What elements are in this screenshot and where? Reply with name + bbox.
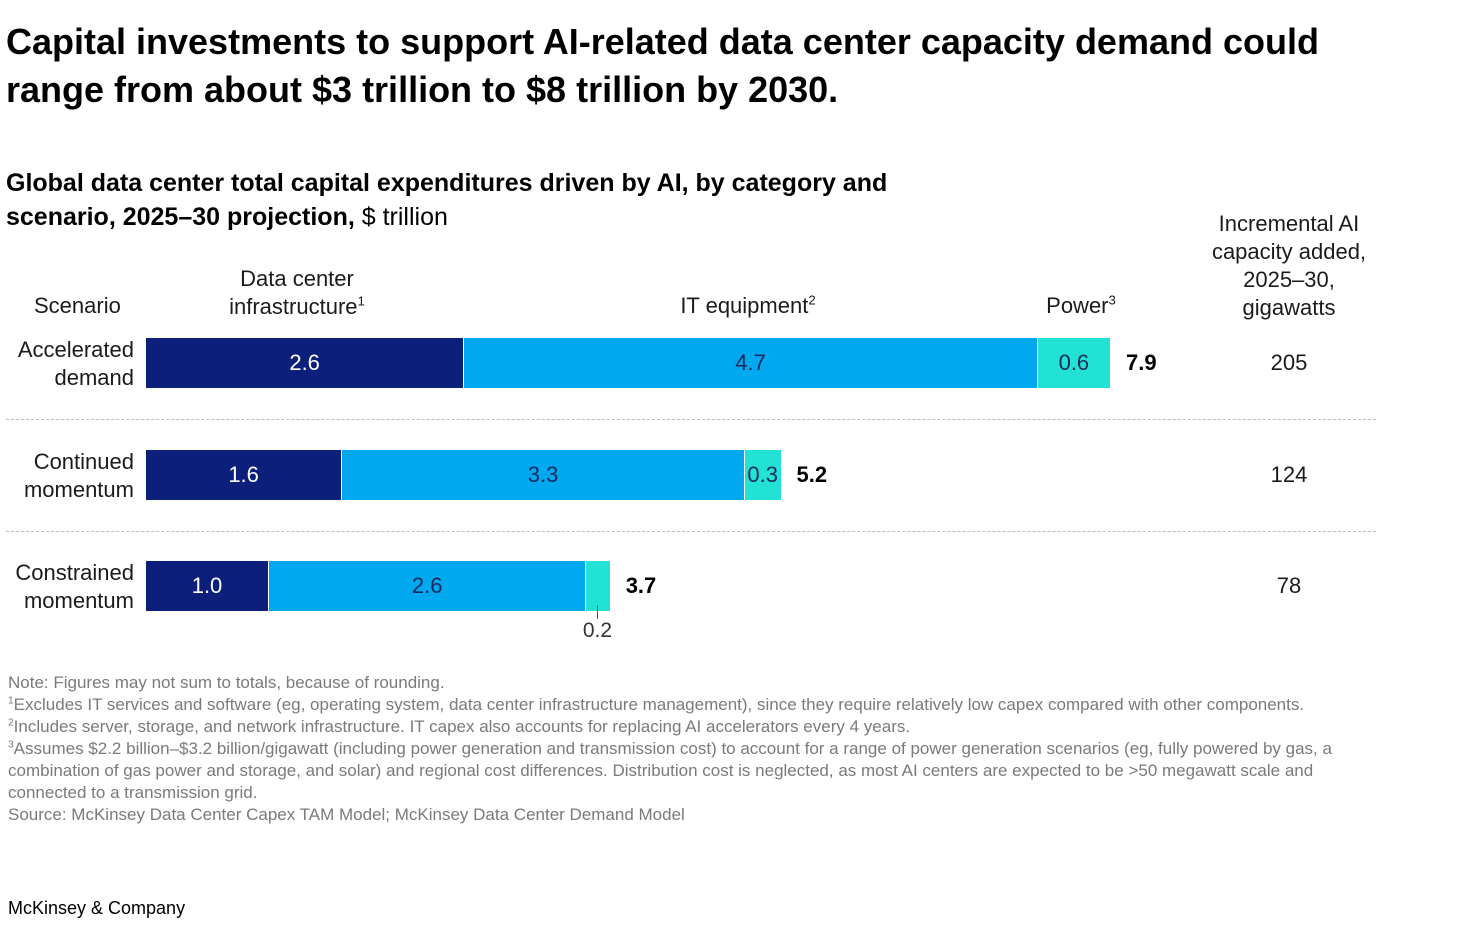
row-label-constrained: Constrained momentum	[15, 560, 134, 613]
footnote-2-marker: 2	[8, 717, 14, 729]
bar-it-equipment-continued: 3.3	[341, 450, 744, 500]
total-label-constrained: 3.7	[625, 573, 657, 598]
chart-title-main: Global data center total capital expendi…	[6, 169, 888, 231]
chart-title-unit: $ trillion	[354, 203, 448, 231]
bar-it-equipment-accelerated: 4.7	[463, 338, 1037, 388]
source-note: Source: McKinsey Data Center Capex TAM M…	[8, 805, 685, 824]
bar-infrastructure-accelerated: 2.6	[146, 338, 464, 388]
capacity-value-accelerated: 205	[1270, 350, 1308, 375]
callout-line	[597, 605, 599, 619]
chart-title: Global data center total capital expendi…	[6, 166, 906, 234]
note-rounding: Note: Figures may not sum to totals, bec…	[8, 673, 445, 692]
footnote-2: 2Includes server, storage, and network i…	[8, 716, 1368, 738]
data-label: 0.3	[747, 462, 779, 487]
row-label-continued: Continued momentum	[23, 449, 134, 502]
data-label: 4.7	[735, 350, 766, 375]
bar-infrastructure-constrained: 1.0	[146, 561, 269, 611]
data-label: 1.0	[191, 573, 223, 598]
column-header-it-equipment: IT equipment2	[648, 292, 848, 320]
footnote-1: 1Excludes IT services and software (eg, …	[8, 694, 1368, 716]
column-header-power: Power3	[1021, 292, 1141, 320]
bar-it-equipment-constrained: 2.6	[268, 561, 586, 611]
bar-power-accelerated: 0.6	[1036, 338, 1110, 388]
capacity-value-continued: 124	[1270, 462, 1308, 487]
bar-power-constrained	[585, 561, 610, 611]
total-label-accelerated: 7.9	[1126, 350, 1157, 375]
data-label: 2.6	[289, 350, 320, 375]
bar-infrastructure-continued: 1.6	[146, 450, 342, 500]
data-label: 2.6	[411, 573, 443, 598]
footnote-1-marker: 1	[8, 695, 14, 707]
notes: Note: Figures may not sum to totals, bec…	[8, 672, 1368, 826]
total-label-continued: 5.2	[796, 462, 828, 487]
column-header-scenario: Scenario	[34, 293, 121, 318]
headline: Capital investments to support AI-relate…	[6, 21, 1319, 110]
row-divider	[6, 531, 1376, 532]
column-header-power-text: Power	[1046, 293, 1109, 318]
footnote-marker-1: 1	[357, 293, 365, 309]
row-divider	[6, 419, 1376, 420]
footnote-marker-2: 2	[808, 292, 816, 308]
data-label-callout: 0.2	[582, 619, 613, 642]
row-label-accelerated: Accelerated demand	[17, 337, 134, 390]
column-header-capacity: Incremental AI capacity added, 2025–30, …	[1211, 211, 1367, 320]
brand-logo: McKinsey & Company	[8, 898, 186, 918]
data-label: 0.6	[1058, 350, 1090, 375]
column-header-infrastructure-text: Data center infrastructure	[229, 266, 358, 319]
capacity-value-constrained: 78	[1276, 573, 1302, 598]
footnote-3-marker: 3	[8, 739, 14, 751]
bar-power-continued: 0.3	[743, 450, 781, 500]
footnote-marker-3: 3	[1108, 292, 1116, 308]
data-label: 3.3	[527, 462, 559, 487]
footnote-2-text: Includes server, storage, and network in…	[13, 717, 911, 736]
column-header-infrastructure: Data center infrastructure1	[197, 265, 397, 321]
footnote-3: 3Assumes $2.2 billion–$3.2 billion/gigaw…	[8, 738, 1368, 804]
footnote-3-text: Assumes $2.2 billion–$3.2 billion/gigawa…	[8, 739, 1332, 802]
column-header-it-equipment-text: IT equipment	[680, 293, 809, 318]
data-label: 1.6	[228, 462, 259, 487]
footnote-1-text: Excludes IT services and software (eg, o…	[13, 695, 1305, 714]
